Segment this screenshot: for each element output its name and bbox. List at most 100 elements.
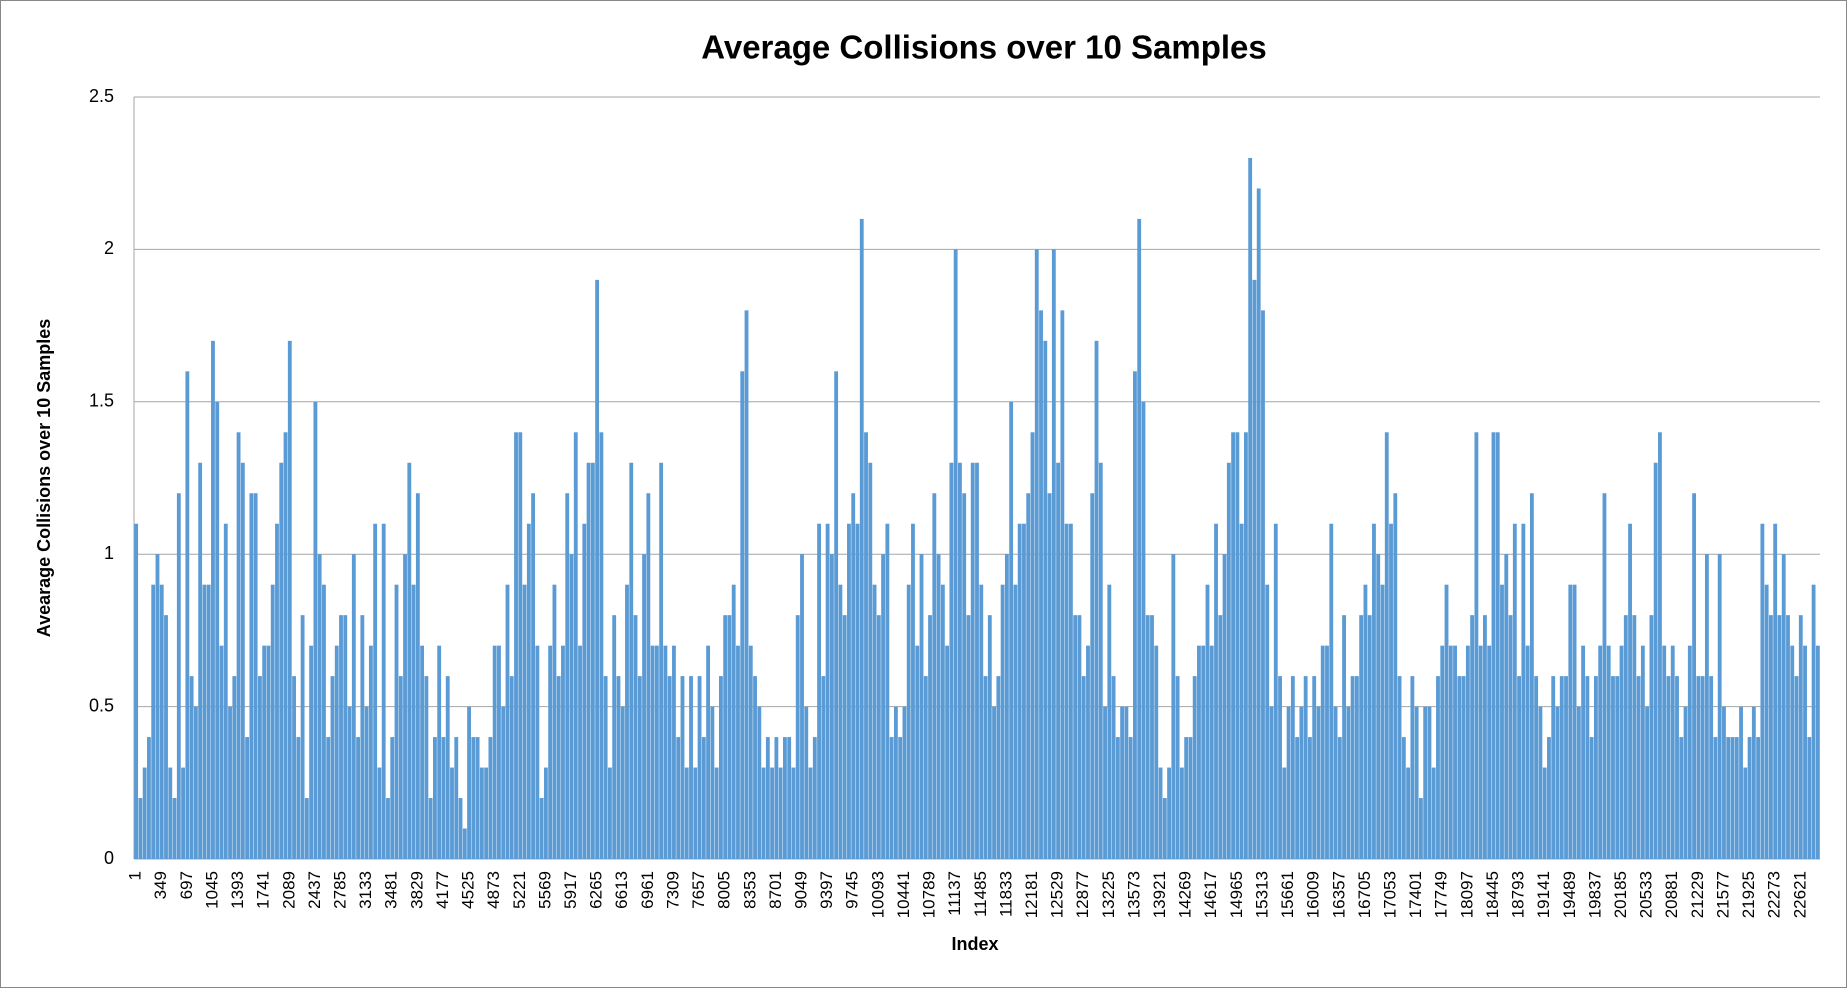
- bar: [475, 737, 480, 859]
- bar: [740, 371, 745, 859]
- bar: [872, 584, 877, 859]
- bar: [1636, 676, 1641, 859]
- bar: [450, 767, 454, 859]
- bar: [330, 676, 335, 859]
- bar: [578, 645, 582, 859]
- bar: [1026, 493, 1031, 859]
- bar: [1000, 584, 1005, 859]
- x-tick-label: 3829: [407, 871, 426, 909]
- bar: [603, 676, 608, 859]
- bar: [432, 737, 437, 859]
- x-tick-label: 4873: [484, 871, 503, 909]
- bar: [471, 737, 476, 859]
- bar: [313, 401, 318, 859]
- x-tick-label: 16357: [1329, 871, 1348, 918]
- bar: [1171, 554, 1176, 859]
- bar: [1461, 676, 1466, 859]
- bar: [1756, 737, 1761, 859]
- bar: [1474, 432, 1479, 859]
- bar: [1525, 645, 1530, 859]
- bar: [1286, 706, 1291, 859]
- bar: [1786, 615, 1790, 859]
- bar: [1175, 676, 1180, 859]
- bar: [979, 584, 984, 859]
- bar: [783, 737, 787, 859]
- bar: [535, 645, 540, 859]
- x-tick-label: 1741: [254, 871, 273, 909]
- bar: [1593, 676, 1598, 859]
- bar: [1167, 767, 1171, 859]
- x-tick-label: 8701: [766, 871, 785, 909]
- bar: [343, 615, 348, 859]
- bar: [1145, 615, 1150, 859]
- bar: [829, 554, 834, 859]
- bar: [1764, 584, 1769, 859]
- x-tick-label: 9745: [843, 871, 862, 909]
- bar: [885, 523, 890, 859]
- x-tick-label: 16705: [1355, 871, 1374, 918]
- bar: [706, 645, 711, 859]
- bar: [1722, 706, 1726, 859]
- x-tick-label: 22273: [1765, 871, 1784, 918]
- bar: [339, 615, 343, 859]
- x-tick-label: 18793: [1509, 871, 1528, 918]
- bar: [842, 615, 847, 859]
- bar: [1717, 554, 1722, 859]
- bar: [1623, 615, 1628, 859]
- x-tick-label: 1: [126, 871, 145, 880]
- bar: [1606, 645, 1611, 859]
- bar: [629, 462, 634, 859]
- bar: [855, 523, 860, 859]
- bar: [701, 737, 706, 859]
- bar: [590, 462, 595, 859]
- x-tick-label: 2089: [279, 871, 298, 909]
- bar: [1273, 523, 1278, 859]
- bar: [1436, 676, 1440, 859]
- x-tick-label: 12529: [1048, 871, 1067, 918]
- bar: [1542, 767, 1547, 859]
- bar: [949, 462, 954, 859]
- bar: [1589, 737, 1594, 859]
- x-tick-label: 4525: [459, 871, 478, 909]
- x-tick-label: 12181: [1022, 871, 1041, 918]
- bar: [1675, 676, 1679, 859]
- bar: [1363, 584, 1368, 859]
- bar: [1282, 767, 1287, 859]
- bar: [1555, 706, 1560, 859]
- x-tick-label: 19141: [1534, 871, 1553, 918]
- bar: [1034, 249, 1039, 859]
- bar: [987, 615, 992, 859]
- bar: [1098, 462, 1103, 859]
- bar: [902, 706, 907, 859]
- bar: [1047, 493, 1052, 859]
- bar: [1781, 554, 1786, 859]
- bar: [1235, 432, 1240, 859]
- bar: [1201, 645, 1206, 859]
- bar: [539, 798, 544, 859]
- bar: [1056, 462, 1061, 859]
- bar: [1811, 584, 1816, 859]
- bar: [586, 462, 591, 859]
- bar: [983, 676, 988, 859]
- bar: [672, 645, 676, 859]
- bar: [599, 432, 604, 859]
- bar: [625, 584, 629, 859]
- bar: [1747, 737, 1752, 859]
- bar: [1581, 645, 1586, 859]
- bar: [236, 432, 241, 859]
- x-tick-label: 15661: [1278, 871, 1297, 918]
- bar: [693, 767, 698, 859]
- bar: [663, 645, 668, 859]
- bar: [1337, 737, 1342, 859]
- bar: [714, 767, 719, 859]
- bar: [1704, 554, 1709, 859]
- bar: [283, 432, 288, 859]
- bar: [202, 584, 207, 859]
- x-tick-label: 11137: [945, 871, 964, 916]
- bar: [1547, 737, 1551, 859]
- bar: [1158, 767, 1163, 859]
- bar: [1197, 645, 1201, 859]
- x-tick-label: 2437: [305, 871, 324, 909]
- bar: [1696, 676, 1701, 859]
